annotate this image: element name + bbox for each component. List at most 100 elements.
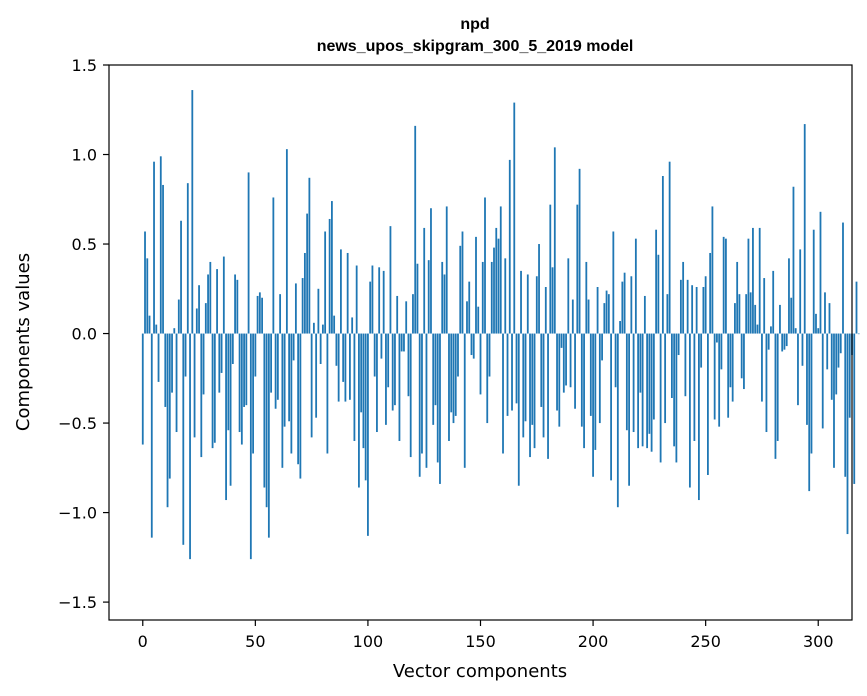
bar	[362, 333, 365, 449]
bar	[558, 333, 561, 427]
bar	[432, 333, 435, 425]
bar	[767, 333, 770, 350]
bar	[252, 333, 254, 454]
bar	[400, 333, 403, 352]
bar	[569, 333, 572, 388]
bar	[551, 267, 554, 334]
bar	[443, 274, 446, 334]
bar	[630, 276, 633, 334]
bar	[592, 333, 594, 477]
y-tick-label: −1.5	[58, 593, 97, 612]
bar	[227, 333, 230, 431]
bar	[493, 247, 495, 334]
bar	[391, 333, 394, 411]
bar	[783, 333, 786, 350]
bar	[740, 333, 743, 379]
bar	[319, 333, 322, 364]
bar	[207, 274, 209, 334]
bar	[274, 333, 277, 409]
bar	[628, 333, 630, 486]
bar	[576, 204, 579, 334]
bar	[421, 333, 423, 454]
bar	[283, 333, 286, 427]
bar	[835, 333, 838, 395]
bar	[725, 238, 727, 334]
bar	[213, 333, 216, 443]
bar	[225, 333, 227, 501]
bar	[819, 211, 822, 334]
y-tick-label: 1.0	[72, 146, 97, 165]
bar	[797, 333, 799, 406]
bar	[511, 333, 513, 411]
bar	[427, 260, 430, 334]
bar	[655, 229, 658, 334]
bar	[387, 333, 390, 388]
bar	[670, 333, 673, 398]
bar	[285, 149, 288, 334]
bar	[495, 227, 498, 334]
bar	[481, 261, 484, 334]
bar	[373, 333, 376, 377]
bar	[249, 333, 252, 560]
bar	[256, 295, 259, 334]
bar	[673, 333, 676, 447]
bar	[200, 333, 203, 458]
bar	[603, 303, 606, 334]
bar	[198, 285, 200, 334]
bar	[801, 333, 804, 366]
bar	[594, 333, 597, 450]
bar	[220, 333, 223, 373]
bar	[749, 292, 752, 334]
bar	[310, 333, 313, 438]
bar	[596, 287, 599, 334]
bar	[189, 333, 191, 560]
bar	[668, 161, 671, 334]
bar	[648, 333, 651, 434]
bar	[148, 315, 151, 334]
bar	[522, 333, 525, 438]
bar	[439, 333, 441, 484]
bar	[441, 261, 444, 334]
bar	[180, 220, 182, 334]
bar	[358, 333, 360, 488]
bar	[204, 303, 207, 334]
bar	[754, 304, 757, 334]
bar	[157, 333, 160, 382]
bar	[646, 333, 649, 449]
bar	[718, 333, 721, 427]
bar	[405, 301, 408, 334]
bar	[463, 333, 466, 468]
chart-title: npd	[460, 16, 489, 33]
bar	[159, 156, 162, 334]
bar	[261, 297, 263, 334]
bar	[812, 229, 815, 334]
bar	[761, 333, 763, 402]
bar	[270, 333, 273, 393]
bar	[281, 333, 284, 468]
bar	[709, 252, 712, 334]
bar	[306, 213, 309, 334]
bar	[301, 278, 304, 334]
bar	[817, 328, 820, 334]
bar	[254, 333, 257, 377]
bar	[707, 333, 709, 475]
bar	[445, 206, 448, 334]
bar	[141, 333, 144, 445]
bar	[364, 333, 367, 481]
bar	[247, 172, 250, 334]
bar	[436, 333, 439, 463]
bar	[272, 197, 275, 334]
bar	[803, 124, 806, 334]
bar	[317, 288, 320, 334]
bar	[585, 261, 588, 334]
bar	[342, 333, 345, 382]
bar	[806, 333, 808, 425]
bar	[677, 333, 680, 356]
bar	[385, 333, 387, 425]
bar	[855, 281, 858, 334]
bar	[144, 231, 146, 334]
bar	[155, 324, 158, 334]
bar	[184, 333, 187, 377]
bar	[382, 270, 385, 334]
